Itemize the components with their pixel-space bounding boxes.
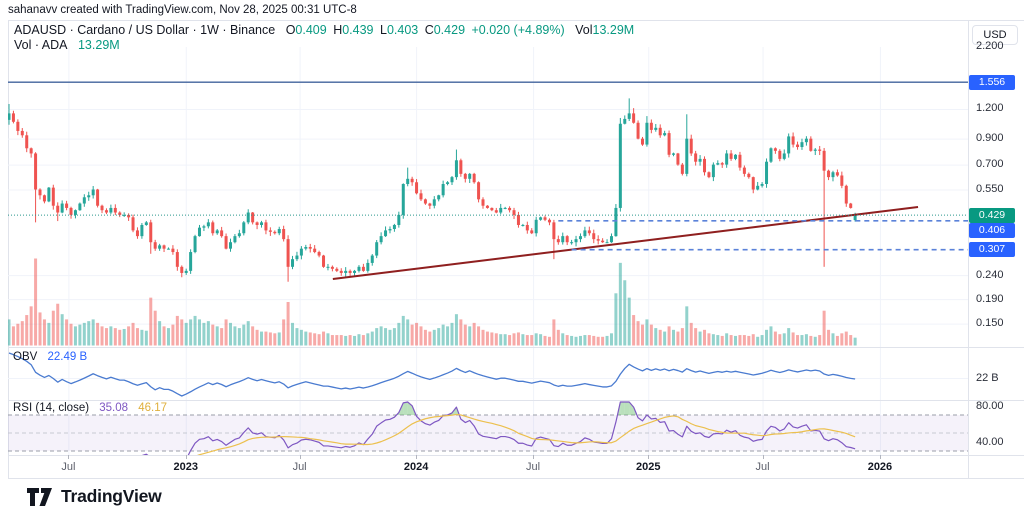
obv-title[interactable]: OBV <box>13 351 38 363</box>
time-tick <box>648 455 650 459</box>
time-label-Jul: Jul <box>526 461 541 473</box>
price-tick-0.150: 0.150 <box>976 317 1004 330</box>
time-label-Jul: Jul <box>292 461 307 473</box>
price-tick-2.200: 2.200 <box>976 39 1004 52</box>
price-tick-0.240: 0.240 <box>976 268 1004 281</box>
time-axis[interactable]: Jul 2023 Jul 2024 Jul 2025 Jul 2026 <box>8 455 968 478</box>
volume-indicator-title[interactable]: Vol · ADA <box>14 38 68 52</box>
symbol-title[interactable]: ADAUSD · Cardano / US Dollar · 1W · Bina… <box>14 23 276 37</box>
rsi-ma-value: 46.17 <box>138 402 168 414</box>
obv-tick-22b: 22 B <box>976 371 999 384</box>
volume-label: Vol <box>575 23 593 37</box>
tradingview-logo-text: TradingView <box>61 486 162 506</box>
time-tick <box>68 455 70 459</box>
price-axis[interactable]: 2.200 1.200 0.900 0.700 0.550 0.240 0.190 0.150… <box>968 20 1024 455</box>
rsi-value: 35.08 <box>99 402 129 414</box>
time-tick <box>533 455 535 459</box>
time-label-Jul: Jul <box>61 461 76 473</box>
low-label: L <box>379 23 387 37</box>
currency-toggle-button[interactable]: USD <box>972 25 1018 45</box>
time-label-2023: 2023 <box>173 461 198 473</box>
time-label-2024: 2024 <box>403 461 429 473</box>
obv-value: 22.49 B <box>47 351 88 363</box>
open-value: 0.409 <box>295 23 327 37</box>
rsi-title[interactable]: RSI (14, close) <box>13 402 90 414</box>
rsi-tick-80.00: 80.00 <box>976 399 1004 412</box>
tradingview-logo-mark <box>27 487 52 506</box>
high-value: 0.439 <box>342 23 374 37</box>
time-label-Jul: Jul <box>755 461 770 473</box>
price-tick-0.550: 0.550 <box>976 182 1004 195</box>
change-value: +0.020 (+4.89%) <box>471 23 565 37</box>
time-tick <box>762 455 764 459</box>
price-tick-0.900: 0.900 <box>976 132 1004 145</box>
symbol-legend[interactable]: ADAUSD · Cardano / US Dollar · 1W · Bina… <box>14 23 634 37</box>
time-axis-separator <box>8 455 1024 456</box>
close-label: C <box>424 23 434 37</box>
price-axis-separator <box>968 20 969 478</box>
price-tick-0.190: 0.190 <box>976 292 1004 305</box>
pane-separator-obv-rsi[interactable] <box>8 400 1024 401</box>
price-badge-0.406: 0.406 <box>969 223 1015 239</box>
rsi-legend[interactable]: RSI (14, close) 35.08 46.17 <box>13 402 167 414</box>
open-label: O <box>285 23 296 37</box>
price-badge-0.307: 0.307 <box>969 242 1015 258</box>
time-tick <box>879 455 881 459</box>
low-value: 0.403 <box>386 23 419 37</box>
rsi-tick-40.00: 40.00 <box>976 435 1004 448</box>
volume-indicator-legend[interactable]: Vol · ADA 13.29M <box>14 38 120 52</box>
time-tick <box>416 455 418 459</box>
volume-value: 13.29M <box>592 23 635 37</box>
attribution-text: sahanavv created with TradingView.com, N… <box>8 4 357 16</box>
pane-separator-volume-obv[interactable] <box>8 347 1024 348</box>
tradingview-logo[interactable]: TradingView <box>26 486 162 507</box>
obv-legend[interactable]: OBV 22.49 B <box>13 351 87 363</box>
price-tick-1.200: 1.200 <box>976 102 1004 115</box>
time-tick <box>185 455 187 459</box>
volume-indicator-value: 13.29M <box>77 38 120 52</box>
time-tick <box>299 455 301 459</box>
high-label: H <box>333 23 343 37</box>
price-tick-0.700: 0.700 <box>976 158 1004 171</box>
price-chart-canvas[interactable] <box>8 47 968 455</box>
price-badge-1.556: 1.556 <box>969 74 1015 90</box>
price-badge-0.429: 0.429 <box>969 207 1015 223</box>
time-label-2025: 2025 <box>635 461 661 473</box>
time-label-2026: 2026 <box>867 461 893 473</box>
widget-bottom-separator <box>8 478 1024 479</box>
close-value: 0.429 <box>433 23 466 37</box>
